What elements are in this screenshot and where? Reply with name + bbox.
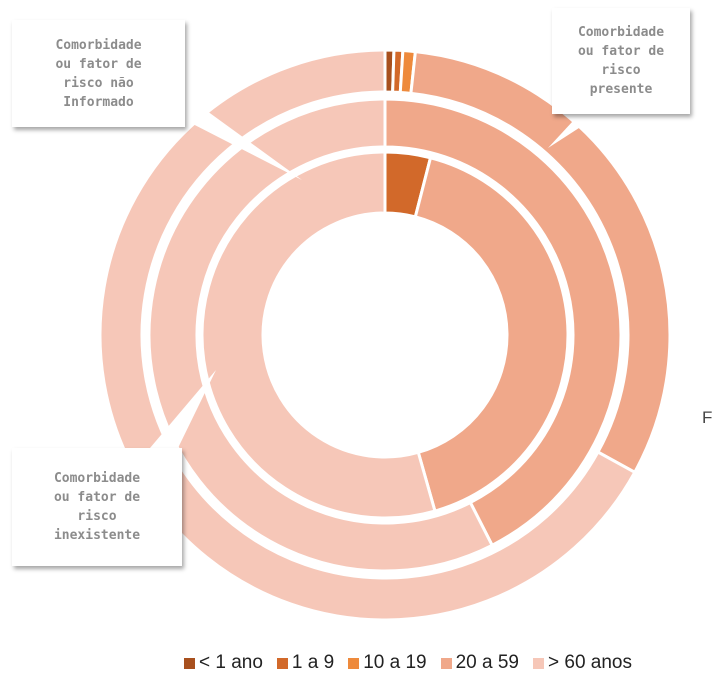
legend-item: 20 a 59 (440, 652, 519, 674)
legend-item: < 1 ano (184, 652, 263, 674)
callout-text: Comorbidade ou fator de risco não Inform… (55, 37, 142, 110)
legend-label: < 1 ano (199, 652, 263, 673)
pointer (548, 108, 610, 148)
pointer (185, 95, 302, 180)
callout-text: Comorbidade ou fator de risco presente (577, 25, 665, 97)
legend-item: 1 a 9 (276, 652, 335, 674)
legend-label: 1 a 9 (291, 652, 335, 673)
legend-swatch (276, 657, 288, 669)
callout-text: Comorbidade ou fator de risco inexistent… (53, 471, 141, 543)
legend-swatch (533, 657, 544, 669)
ring-segment (98, 48, 637, 622)
rings (98, 48, 672, 622)
legend-label: > 60 anos (548, 652, 632, 673)
legend-item: > 60 anos (533, 652, 632, 674)
ring-segment (413, 155, 570, 513)
ring-segment (200, 150, 437, 520)
legend-item: 10 a 19 (348, 652, 427, 674)
legend-label: 20 a 59 (455, 652, 519, 673)
pointer (150, 370, 216, 448)
callout: Comorbidade ou fator de risco não Inform… (12, 20, 185, 127)
legend-swatch (348, 657, 360, 669)
callout: Comorbidade ou fator de risco inexistent… (12, 448, 182, 566)
ring-segment (147, 97, 495, 573)
legend: < 1 ano 1 a 9 10 a 19 20 a 59 > 60 anos (0, 652, 712, 674)
legend-swatch (440, 657, 452, 669)
callout: Comorbidade ou fator de risco presente (552, 8, 690, 114)
clipped-text: F (702, 408, 712, 427)
legend-swatch (184, 657, 195, 669)
ring-segment (383, 97, 623, 548)
legend-label: 10 a 19 (363, 652, 427, 673)
